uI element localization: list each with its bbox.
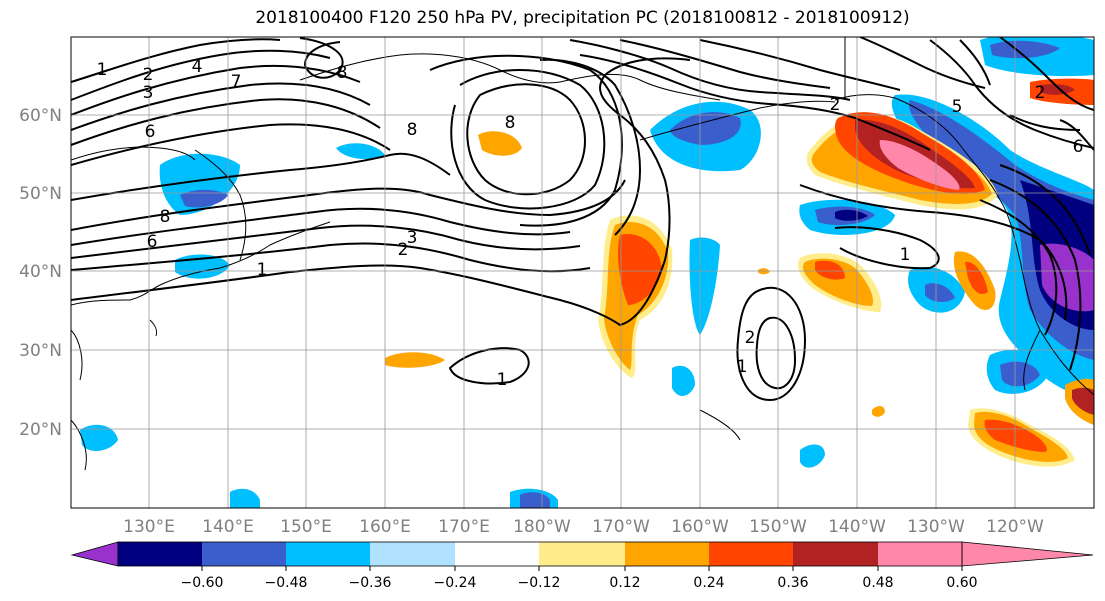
contour-label: 1 [257,260,268,280]
lat-label: 30°N [19,341,62,361]
contour-label: 1 [497,370,508,390]
contour-label: 8 [407,120,418,140]
colorbar-extend-high [961,541,1094,567]
coastlines [71,37,1094,471]
lon-label: 160°E [359,517,411,537]
contour-label: 8 [505,113,516,133]
pv-contours [71,37,1094,402]
colorbar-segment [539,542,625,566]
map-frame [70,36,1095,509]
lon-label: 120°W [986,517,1044,537]
colorbar-segment [793,542,878,566]
lon-label: 130°E [123,517,175,537]
lat-label: 40°N [19,262,62,282]
colorbar-segment [878,542,962,566]
colorbar-tick-label: −0.60 [181,575,224,591]
contour-label: 1 [97,60,108,80]
colorbar-tick-label: 0.24 [693,575,724,591]
colorbar-segment [709,542,793,566]
contour-label: 2 [1035,83,1046,103]
colorbar-segment [118,542,202,566]
contour-label: 6 [145,122,156,142]
colorbar-segment [370,542,455,566]
contour-label: 4 [192,57,203,77]
map-title: 2018100400 F120 250 hPa PV, precipitatio… [255,8,910,28]
colorbar-tick-label: 0.48 [862,575,893,591]
colorbar-segment [202,542,286,566]
latitude-axis: 60°N 50°N 40°N 30°N 20°N [19,106,62,440]
contour-label: 2 [398,240,409,260]
colorbar-segment [625,542,709,566]
contour-label: 1 [737,357,748,377]
colorbar-tick-label: 0.12 [609,575,640,591]
lat-label: 20°N [19,420,62,440]
colorbar-segment [286,542,370,566]
contour-label: 5 [952,97,963,117]
colorbar-tick-label: 0.60 [946,575,977,591]
lon-label: 150°W [749,517,807,537]
contour-label: 8 [160,207,171,227]
colorbar-tick-label: −0.48 [265,575,308,591]
contour-label: 6 [1073,137,1084,157]
lon-label: 170°W [592,517,650,537]
contour-label: 3 [407,228,418,248]
contour-labels: 1 2 4 7 8 3 6 8 3 2 1 8 6 8 2 1 1 2 1 6 … [97,57,1084,390]
colorbar-segment [455,542,539,566]
longitude-axis: 130°E 140°E 150°E 160°E 170°E 180°W 170°… [123,517,1044,537]
lon-label: 150°E [280,517,332,537]
lon-label: 140°E [202,517,254,537]
lon-label: 130°W [907,517,965,537]
contour-label: 6 [147,232,158,252]
contour-label: 1 [900,245,911,265]
lat-label: 60°N [19,106,62,126]
colorbar-tick-label: −0.12 [518,575,561,591]
colorbar-tick-label: −0.36 [349,575,392,591]
contour-label: 2 [830,95,841,115]
colorbar-tick-label: −0.24 [434,575,477,591]
lon-label: 180°W [513,517,571,537]
lon-label: 140°W [828,517,886,537]
lon-label: 160°W [671,517,729,537]
lat-label: 50°N [19,184,62,204]
lon-label: 170°E [438,517,490,537]
precip-negative-shading [80,37,1094,508]
contour-label: 3 [143,83,154,103]
graticule [71,37,1094,508]
contour-label: 2 [143,65,154,85]
contour-label: 2 [745,328,756,348]
colorbar: −0.60 −0.48 −0.36 −0.24 −0.12 0.12 0.24 … [70,541,1094,591]
colorbar-tick-label: 0.36 [777,575,808,591]
contour-label: 8 [337,63,348,83]
colorbar-extend-low [70,541,119,567]
contour-label: 7 [231,72,242,92]
